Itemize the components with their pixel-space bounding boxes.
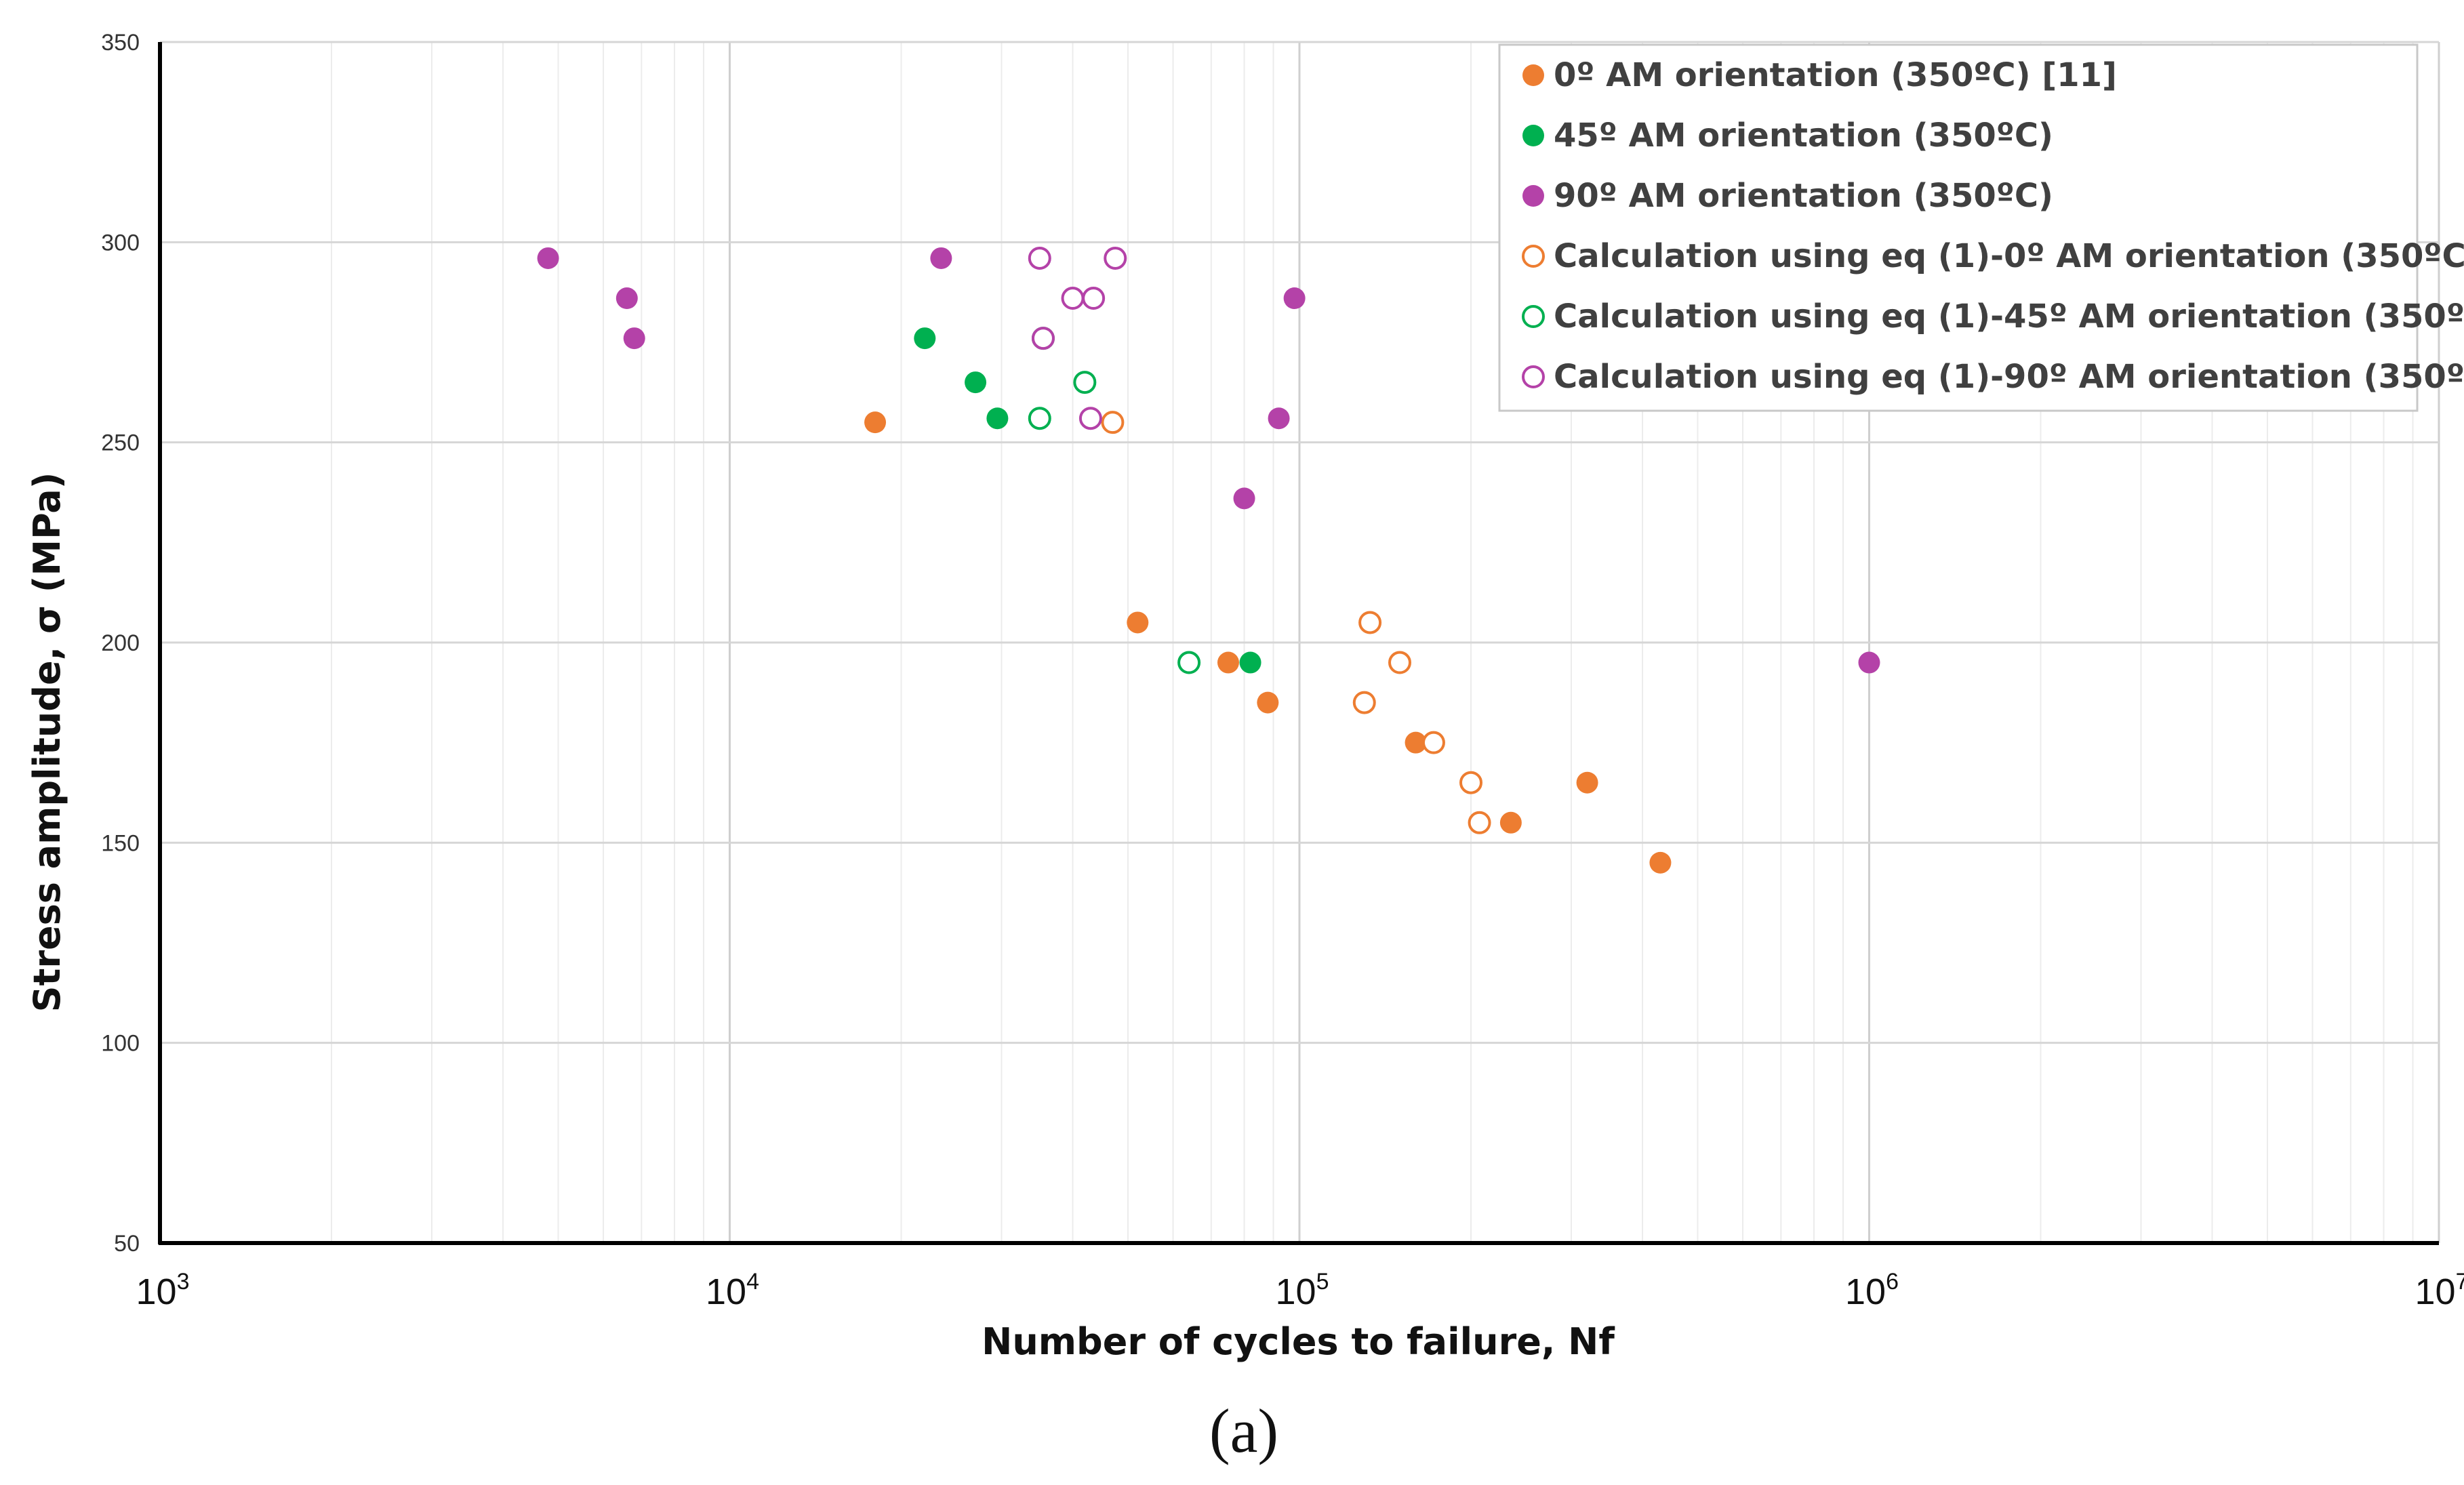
data-point-series-4: [1388, 651, 1412, 674]
legend-marker-5: [1522, 305, 1545, 328]
legend-label-4: Calculation using eq (1)-0º AM orientati…: [1554, 237, 2464, 275]
data-point-series-4: [1459, 771, 1483, 794]
data-point-series-4: [1101, 411, 1125, 434]
data-point-series-1: [1649, 851, 1672, 874]
figure-caption: (a): [1209, 1396, 1278, 1465]
y-tick-label: 50: [114, 1231, 140, 1257]
data-point-series-6: [1078, 407, 1102, 430]
x-tick-label: 103: [136, 1269, 190, 1312]
data-point-series-3: [537, 247, 559, 269]
data-point-series-1: [1217, 651, 1239, 674]
x-tick-label: 104: [706, 1269, 759, 1312]
data-point-series-2: [914, 327, 936, 350]
data-point-series-5: [1177, 651, 1201, 674]
data-point-series-3: [1233, 487, 1255, 510]
data-point-series-3: [1268, 407, 1290, 430]
legend-label-3: 90º AM orientation (350ºC): [1554, 177, 2053, 215]
x-tick-label: 107: [2415, 1269, 2464, 1312]
y-tick-label: 200: [101, 630, 140, 656]
x-tick-label: 106: [1845, 1269, 1899, 1312]
legend-box: [1498, 43, 2419, 412]
y-tick-label: 150: [101, 830, 140, 856]
data-point-series-5: [1073, 371, 1097, 394]
data-point-series-3: [930, 247, 952, 269]
y-tick-label: 100: [101, 1031, 140, 1057]
data-point-series-4: [1421, 731, 1445, 754]
data-point-series-3: [1858, 651, 1880, 674]
legend-label-2: 45º AM orientation (350ºC): [1554, 117, 2053, 155]
data-point-series-4: [1358, 611, 1382, 634]
y-tick-label: 350: [101, 30, 140, 56]
data-point-series-2: [965, 371, 987, 394]
x-tick-label: 105: [1276, 1269, 1329, 1312]
data-point-series-3: [623, 327, 645, 350]
legend-label-1: 0º AM orientation (350ºC) [11]: [1554, 56, 2117, 94]
legend-label-6: Calculation using eq (1)-90º AM orientat…: [1554, 358, 2464, 396]
legend-marker-6: [1522, 365, 1545, 388]
legend-marker-2: [1522, 125, 1544, 146]
data-point-series-6: [1031, 327, 1055, 350]
data-point-series-1: [1405, 731, 1427, 754]
legend-marker-4: [1522, 245, 1545, 268]
x-axis-label: Number of cycles to failure, Nf: [982, 1320, 1615, 1363]
y-axis-label: Stress amplitude, σ (MPa): [26, 472, 68, 1013]
y-tick-label: 250: [101, 430, 140, 456]
data-point-series-5: [1028, 407, 1051, 430]
data-point-series-1: [1576, 771, 1598, 794]
legend-marker-1: [1522, 64, 1544, 86]
data-point-series-3: [615, 287, 638, 310]
data-point-series-6: [1104, 246, 1127, 270]
data-point-series-1: [864, 411, 887, 434]
data-point-series-2: [986, 407, 1009, 430]
data-point-series-6: [1061, 287, 1085, 310]
data-point-series-3: [1283, 287, 1306, 310]
y-tick-label: 300: [101, 230, 140, 256]
data-point-series-1: [1499, 811, 1522, 834]
data-point-series-2: [1239, 651, 1261, 674]
data-point-series-1: [1257, 691, 1279, 714]
data-point-series-4: [1352, 691, 1376, 714]
legend-label-5: Calculation using eq (1)-45º AM orientat…: [1554, 298, 2464, 335]
legend-marker-3: [1522, 185, 1544, 207]
data-point-series-6: [1028, 246, 1051, 270]
data-point-series-1: [1127, 611, 1149, 634]
data-point-series-4: [1468, 811, 1491, 834]
data-point-series-6: [1082, 287, 1106, 310]
